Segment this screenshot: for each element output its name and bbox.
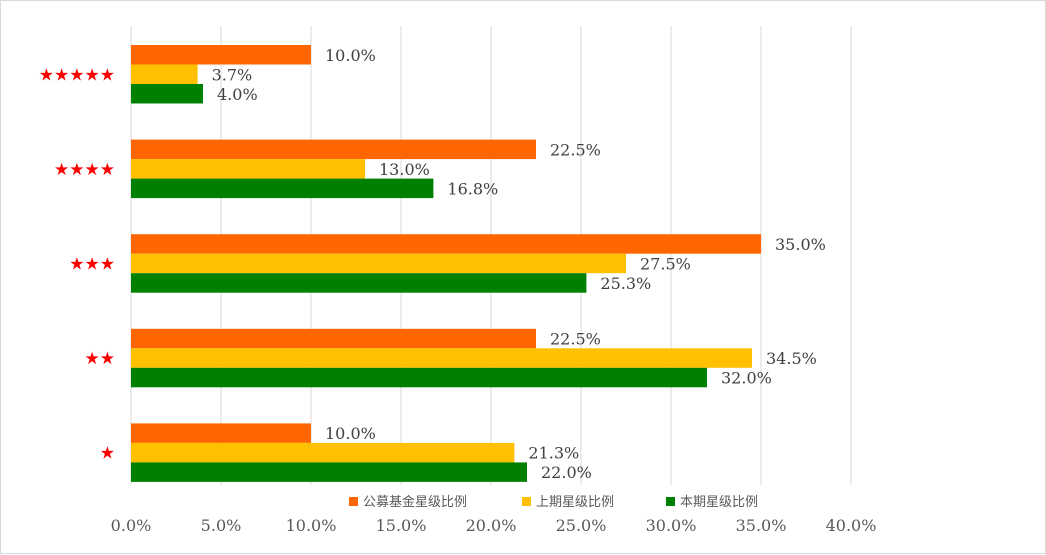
bar (131, 234, 761, 254)
legend-label: 本期星级比例 (680, 495, 758, 510)
data-label: 25.3% (600, 274, 651, 293)
data-label: 27.5% (640, 254, 691, 273)
bar (131, 442, 515, 463)
data-labels-layer: 10.0% 3.7%4.0% 22.5% 13.0% 16.8% 35.0% 27.5%25… (212, 46, 826, 482)
bar (131, 45, 311, 65)
category-label: ★ (100, 444, 115, 464)
bar (131, 367, 707, 388)
data-label: 10.0% (325, 424, 376, 443)
x-tick-label: 0.0% (111, 516, 152, 535)
bar (131, 178, 434, 199)
data-label: 35.0% (775, 235, 826, 254)
data-label: 32.0% (721, 369, 772, 388)
x-tick-label: 5.0% (201, 516, 242, 535)
bars-layer (131, 45, 761, 482)
bar (131, 253, 626, 274)
data-label: 10.0% (325, 46, 376, 65)
category-labels-layer: ★★★★★★★★★★★★★★★ (39, 65, 115, 463)
x-axis-ticks: 0.0% 5.0% 10.0% 15.0% 20.0% 25.0% 30.0% 35.0% 40… (111, 516, 877, 535)
data-label: 16.8% (447, 179, 498, 198)
x-tick-label: 40.0% (826, 516, 877, 535)
bar (131, 273, 587, 293)
data-label: 21.3% (528, 444, 579, 463)
legend-label: 公募基金星级比例 (363, 494, 467, 510)
bar (131, 64, 198, 84)
legend-label: 上期星级比例 (536, 495, 614, 510)
bar (131, 423, 311, 443)
x-tick-label: 25.0% (556, 516, 607, 535)
bar (131, 84, 203, 104)
bar (131, 328, 536, 349)
bar (131, 348, 752, 368)
legend-swatch (666, 497, 675, 506)
legend-swatch (522, 497, 531, 506)
category-label: ★★★★★ (39, 65, 115, 85)
legend: 公募基金星级比例 上期星级比例 本期星级比例 (349, 494, 758, 510)
x-tick-label: 20.0% (466, 516, 517, 535)
bar (131, 159, 365, 179)
x-tick-label: 10.0% (286, 516, 337, 535)
category-label: ★★ (85, 349, 115, 369)
data-label: 13.0% (379, 160, 430, 179)
data-label: 22.5% (550, 330, 601, 349)
data-label: 22.5% (550, 140, 601, 159)
x-tick-label: 15.0% (376, 516, 427, 535)
category-label: ★★★ (69, 254, 115, 274)
category-label: ★★★★ (54, 160, 115, 180)
data-label: 22.0% (541, 463, 592, 482)
legend-swatch (349, 497, 358, 506)
data-label: 3.7% (212, 65, 253, 84)
bar (131, 462, 527, 482)
x-tick-label: 35.0% (736, 516, 787, 535)
data-label: 34.5% (766, 349, 817, 368)
x-tick-label: 30.0% (646, 516, 697, 535)
data-label: 4.0% (217, 85, 258, 104)
bar (131, 139, 536, 160)
